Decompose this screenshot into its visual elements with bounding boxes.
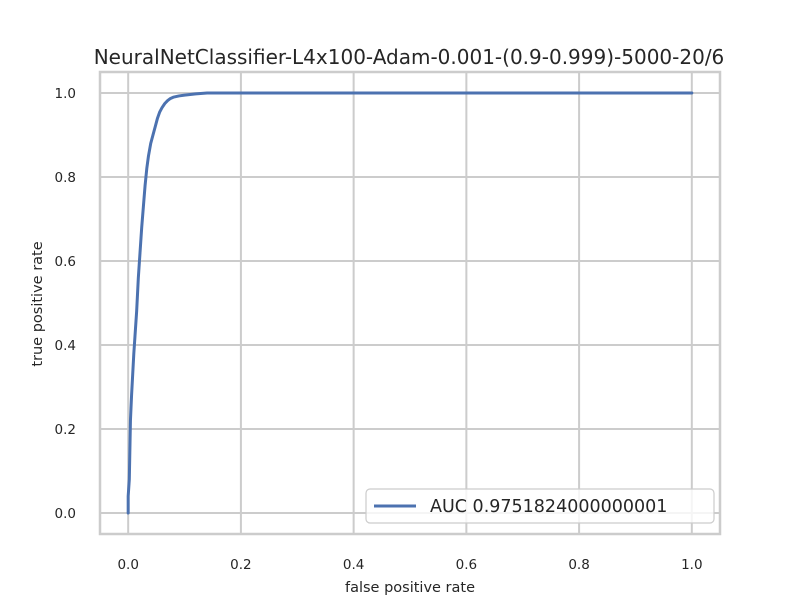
y-tick-label: 0.2 bbox=[55, 422, 76, 438]
chart-title: NeuralNetClassifier-L4x100-Adam-0.001-(0… bbox=[94, 45, 725, 69]
x-tick-label: 0.4 bbox=[343, 557, 364, 573]
plot-frame bbox=[98, 70, 722, 536]
legend-box bbox=[365, 488, 715, 524]
y-tick-label: 1.0 bbox=[55, 86, 76, 102]
y-axis-label: true positive rate bbox=[30, 241, 46, 366]
legend: AUC 0.9751824000000001 bbox=[365, 488, 715, 524]
tick-labels: 0.0 0.2 0.4 0.6 0.8 1.0 0.0 0.2 0.4 0.6 0.8 1.0 bbox=[55, 86, 703, 573]
series-layer bbox=[126, 91, 694, 515]
x-tick-label: 0.6 bbox=[456, 557, 477, 573]
legend-label: AUC 0.9751824000000001 bbox=[430, 497, 667, 517]
y-tick-label: 0.4 bbox=[55, 338, 76, 354]
y-tick-label: 0.0 bbox=[55, 506, 76, 522]
x-axis-label: false positive rate bbox=[345, 580, 475, 596]
x-tick-label: 0.2 bbox=[230, 557, 251, 573]
y-tick-label: 0.6 bbox=[55, 254, 76, 270]
grid-lines bbox=[100, 72, 720, 534]
y-tick-label: 0.8 bbox=[55, 170, 76, 186]
x-tick-label: 0.0 bbox=[117, 557, 138, 573]
x-tick-label: 1.0 bbox=[681, 557, 702, 573]
roc-curve bbox=[126, 91, 694, 515]
x-tick-label: 0.8 bbox=[568, 557, 589, 573]
